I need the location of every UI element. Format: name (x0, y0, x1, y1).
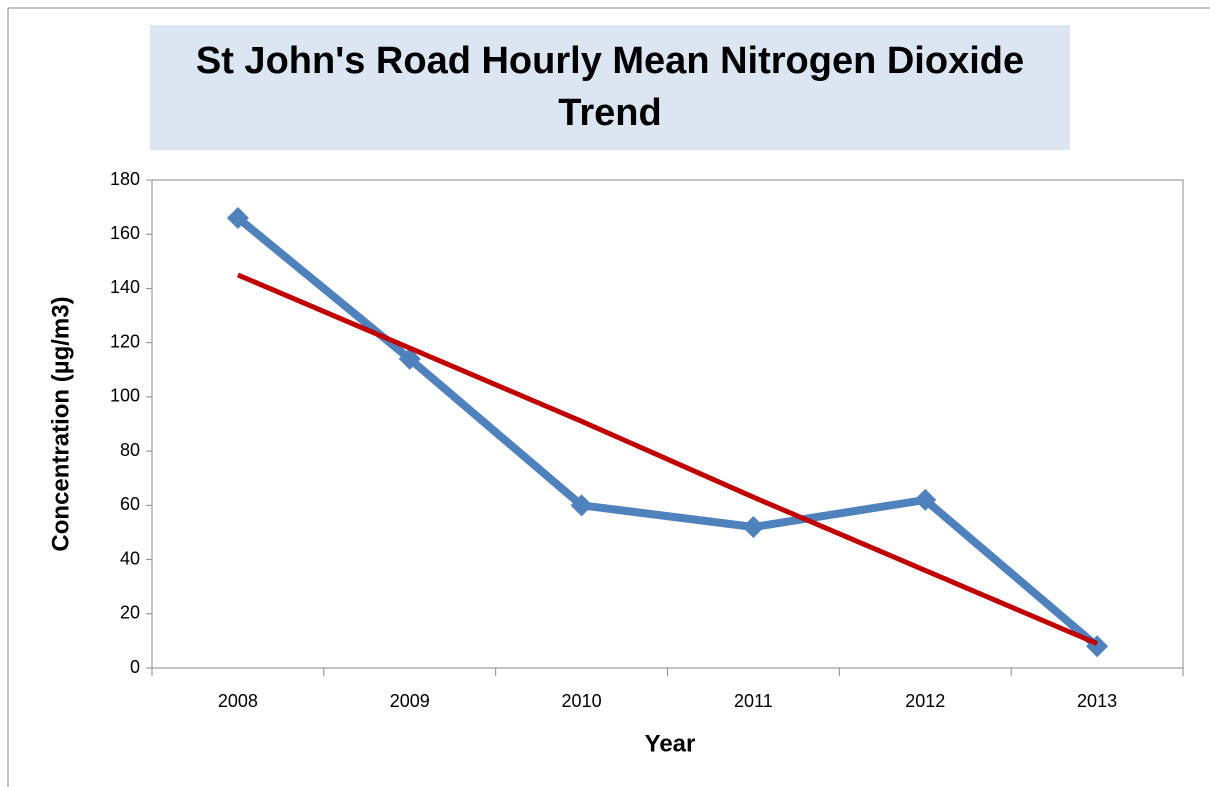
series-line (236, 272, 1099, 646)
marker (398, 347, 421, 370)
x-tick-label: 2012 (905, 691, 945, 711)
x-tick-label: 2009 (390, 691, 430, 711)
y-tick-label: 40 (120, 548, 140, 568)
x-tick-label: 2008 (218, 691, 258, 711)
y-tick-label: 80 (120, 440, 140, 460)
series-line (235, 214, 1100, 650)
y-axis-label: Concentration (µg/m3) (47, 296, 74, 551)
y-tick-label: 20 (120, 603, 140, 623)
y-tick-label: 140 (110, 277, 140, 297)
y-tick-label: 60 (120, 494, 140, 514)
y-tick-label: 160 (110, 223, 140, 243)
y-tick-label: 100 (110, 386, 140, 406)
y-tick-label: 120 (110, 331, 140, 351)
x-tick-label: 2011 (734, 691, 773, 711)
y-tick-label: 180 (110, 169, 140, 189)
x-axis-label: Year (645, 730, 696, 757)
x-tick-label: 2013 (1077, 691, 1117, 711)
marker (570, 494, 593, 517)
marker (742, 516, 765, 539)
y-tick-label: 0 (130, 657, 140, 677)
plot-area (151, 179, 1184, 669)
x-tick-label: 2010 (562, 691, 602, 711)
chart-title: St John's Road Hourly Mean Nitrogen Diox… (150, 25, 1070, 150)
marker (914, 488, 937, 511)
marker (226, 206, 249, 229)
